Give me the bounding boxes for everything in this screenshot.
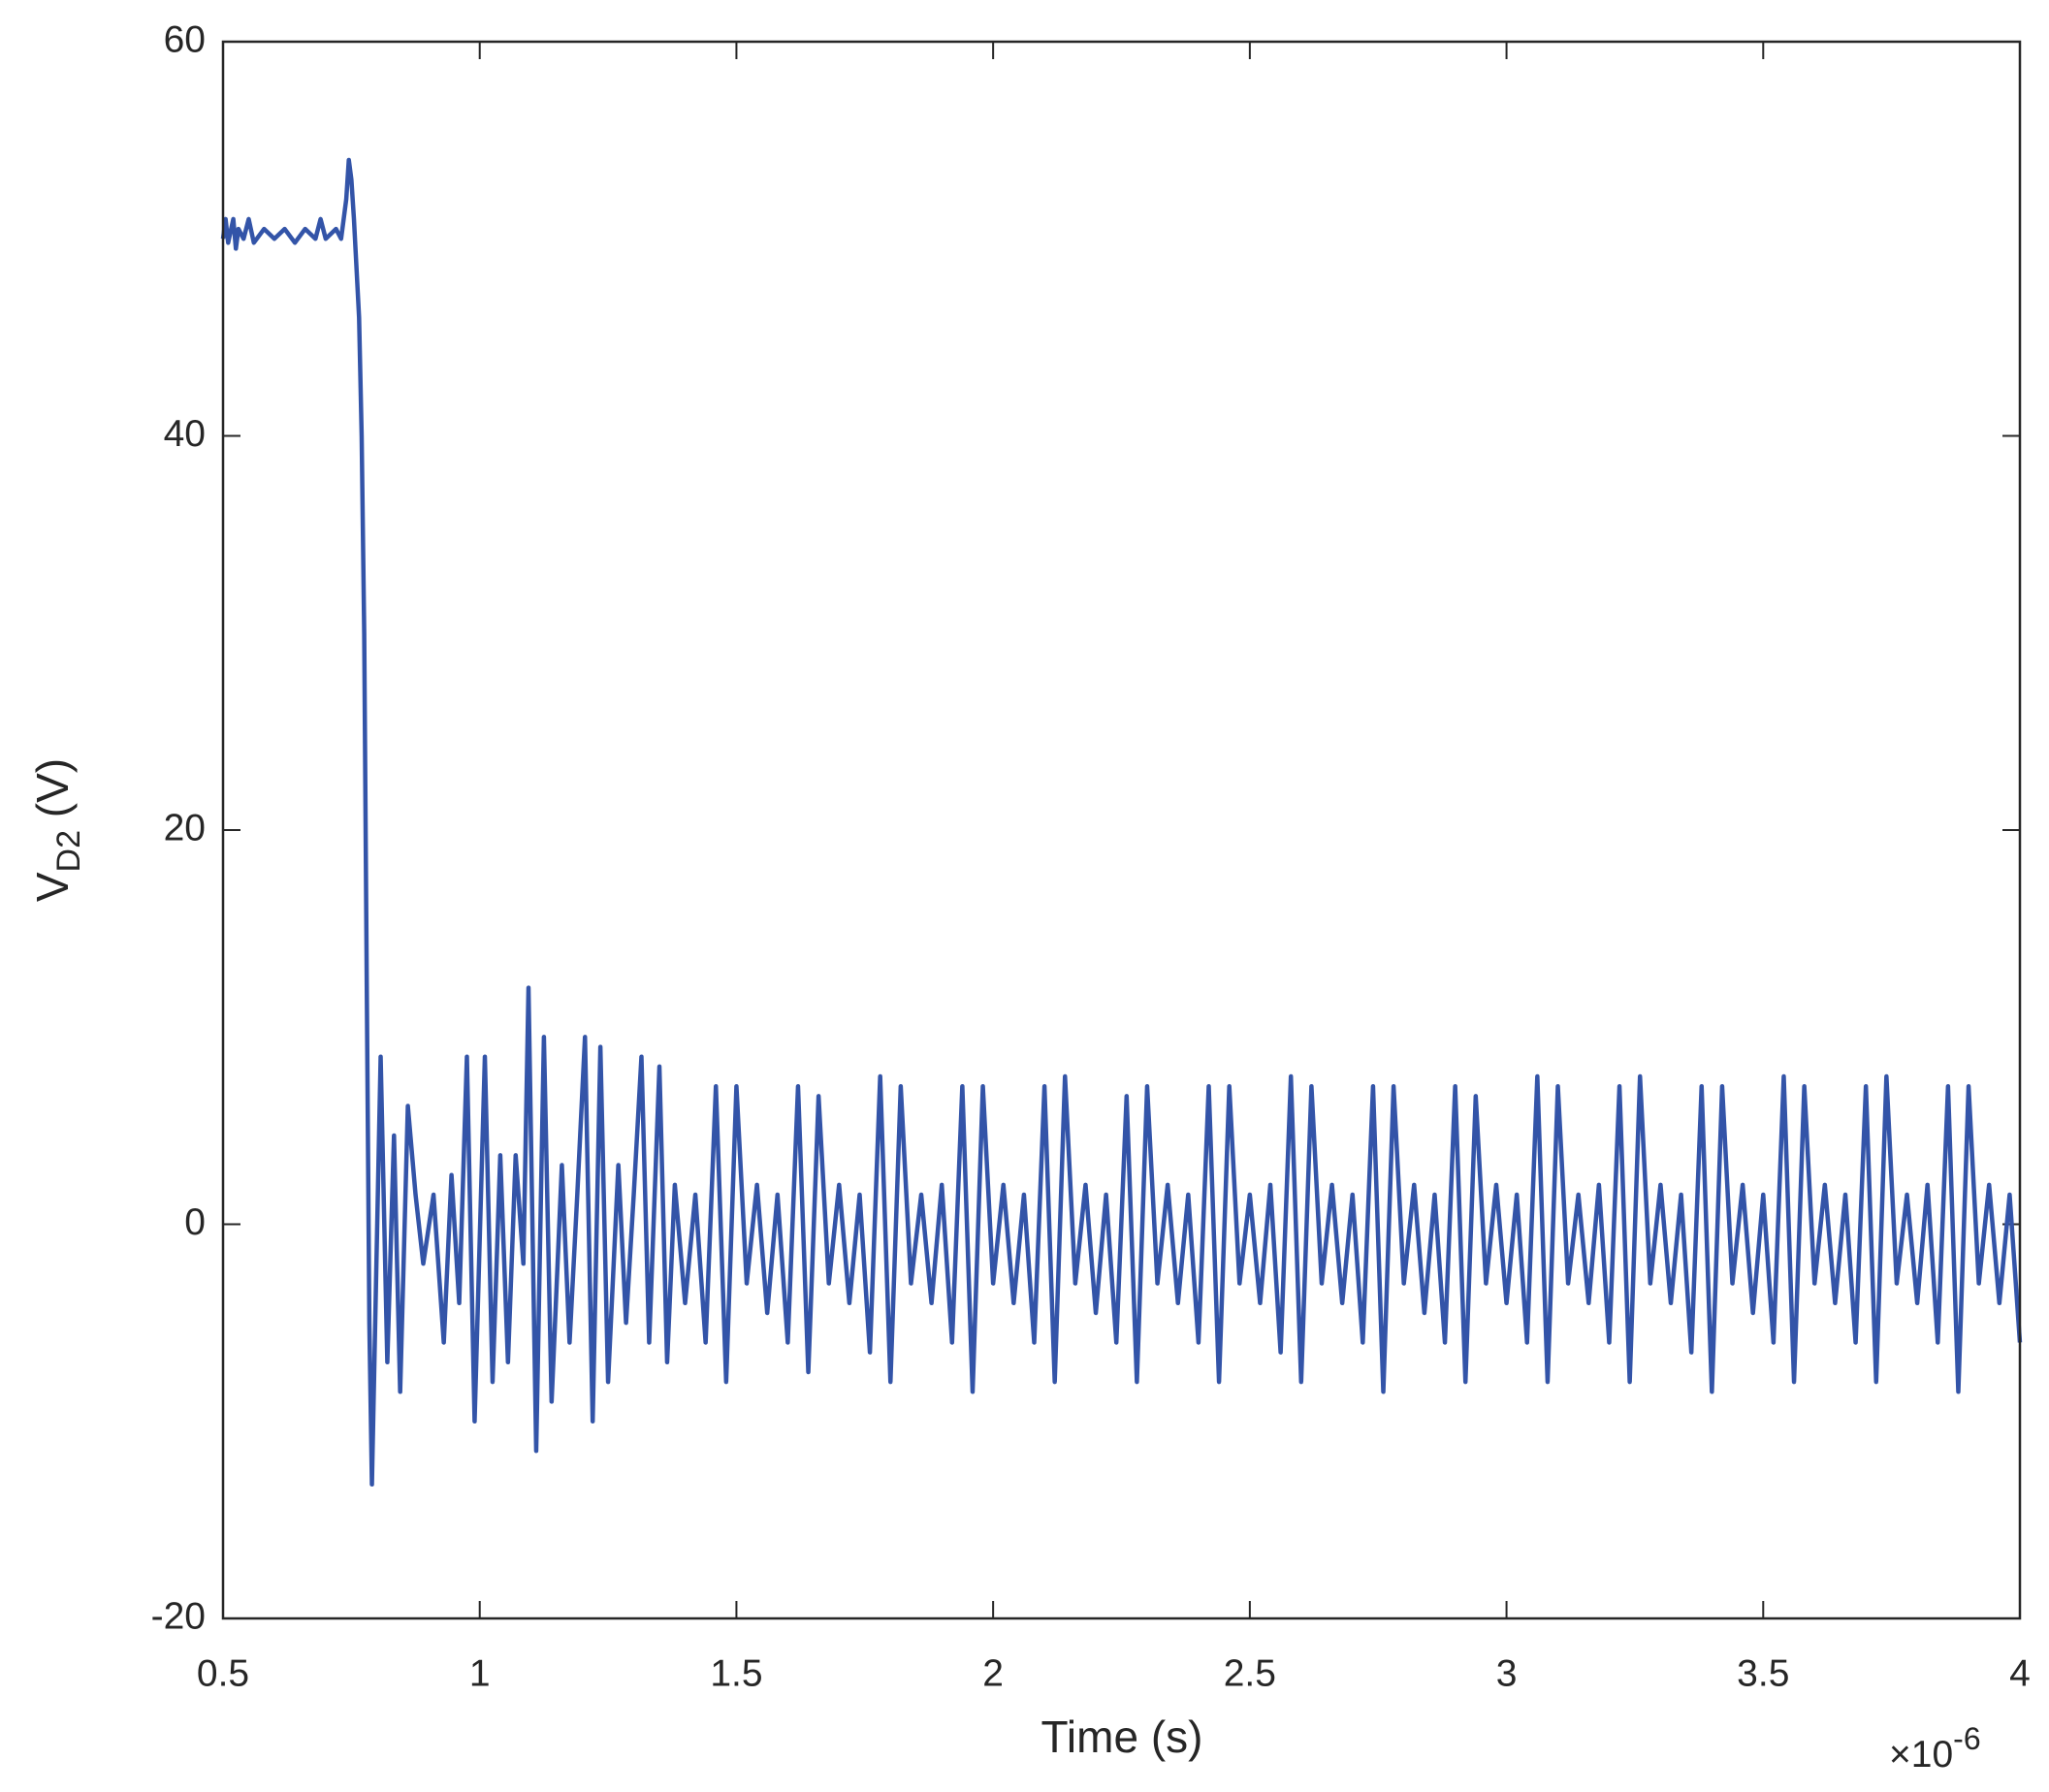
x-multiplier-exponent: -6 bbox=[1953, 1721, 1980, 1756]
y-axis-label: VD2 (V) bbox=[27, 758, 87, 902]
x-axis-label: Time (s) bbox=[1041, 1712, 1203, 1762]
y-label-main: V bbox=[27, 872, 78, 902]
y-tick-label: 40 bbox=[164, 413, 206, 455]
y-tick-label: -20 bbox=[151, 1595, 206, 1637]
x-tick-label: 3 bbox=[1496, 1652, 1518, 1694]
x-multiplier-base: ×10 bbox=[1889, 1734, 1953, 1776]
y-tick-label: 60 bbox=[164, 18, 206, 60]
x-tick-label: 0.5 bbox=[197, 1652, 249, 1694]
x-tick-label: 2.5 bbox=[1224, 1652, 1276, 1694]
x-tick-label: 1.5 bbox=[710, 1652, 762, 1694]
x-multiplier: ×10-6 bbox=[1889, 1721, 1981, 1776]
x-tick-label: 3.5 bbox=[1737, 1652, 1789, 1694]
x-tick-label: 4 bbox=[2009, 1652, 2031, 1694]
plot-frame bbox=[221, 40, 2022, 1620]
y-label-unit: (V) bbox=[27, 758, 78, 817]
y-tick-label: 0 bbox=[184, 1201, 206, 1243]
data-line bbox=[220, 157, 2023, 1488]
y-tick-label: 20 bbox=[164, 807, 206, 848]
y-label-space bbox=[27, 817, 78, 830]
y-label-sub: D2 bbox=[50, 830, 87, 872]
x-tick-label: 2 bbox=[982, 1652, 1004, 1694]
x-tick-label: 1 bbox=[469, 1652, 491, 1694]
